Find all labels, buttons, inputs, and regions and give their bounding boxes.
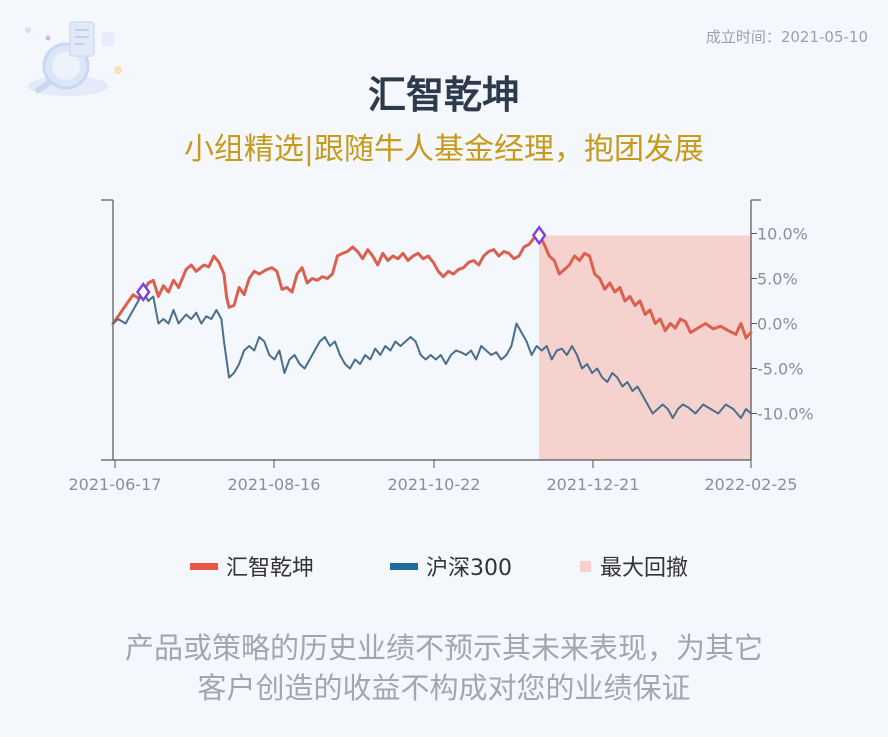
- x-tick-label: 2021-12-21: [547, 475, 640, 494]
- legend-label-fund: 汇智乾坤: [226, 556, 315, 581]
- page-subtitle: 小组精选|跟随牛人基金经理，抱团发展: [183, 132, 705, 167]
- chart-legend: 汇智乾坤 沪深300 最大回撤: [0, 548, 888, 582]
- legend-item-fund: 汇智乾坤: [190, 550, 314, 582]
- y-tick-label: -10.0%: [757, 405, 814, 424]
- legend-label-drawdown: 最大回撤: [600, 556, 689, 581]
- x-tick-label: 2021-10-22: [388, 475, 481, 494]
- legend-item-drawdown: 最大回撤: [580, 550, 688, 582]
- disclaimer-line-1: 产品或策略的历史业绩不预示其未来表现，为其它: [124, 631, 763, 665]
- x-tick-label: 2022-02-25: [705, 475, 798, 494]
- y-tick-label: -5.0%: [757, 360, 803, 379]
- legend-swatch-index: [390, 562, 418, 570]
- x-tick-label: 2021-06-17: [69, 475, 162, 494]
- series-line-index: [112, 291, 752, 419]
- legend-item-index: 沪深300: [390, 550, 512, 582]
- peak-marker: [136, 281, 151, 303]
- x-tick-label: 2021-08-16: [228, 475, 321, 494]
- disclaimer-text: 产品或策略的历史业绩不预示其未来表现，为其它 客户创造的收益不构成对您的业绩保证: [0, 628, 888, 708]
- drawdown-region: [539, 235, 751, 460]
- legend-swatch-fund: [190, 562, 218, 570]
- y-tick-label: 0.0%: [757, 315, 798, 334]
- y-tick-label: 10.0%: [757, 225, 808, 244]
- series-line-fund: [111, 233, 753, 340]
- y-tick-label: 5.0%: [757, 270, 798, 289]
- page-title: 汇智乾坤: [367, 73, 520, 117]
- magnifier-illustration-icon: [25, 21, 122, 96]
- legend-swatch-drawdown: [580, 560, 591, 572]
- peak-marker: [531, 225, 547, 246]
- legend-label-index: 沪深300: [426, 556, 512, 581]
- disclaimer-line-2: 客户创造的收益不构成对您的业绩保证: [197, 671, 691, 705]
- founded-date-text: 成立时间：2021-05-10: [705, 28, 868, 46]
